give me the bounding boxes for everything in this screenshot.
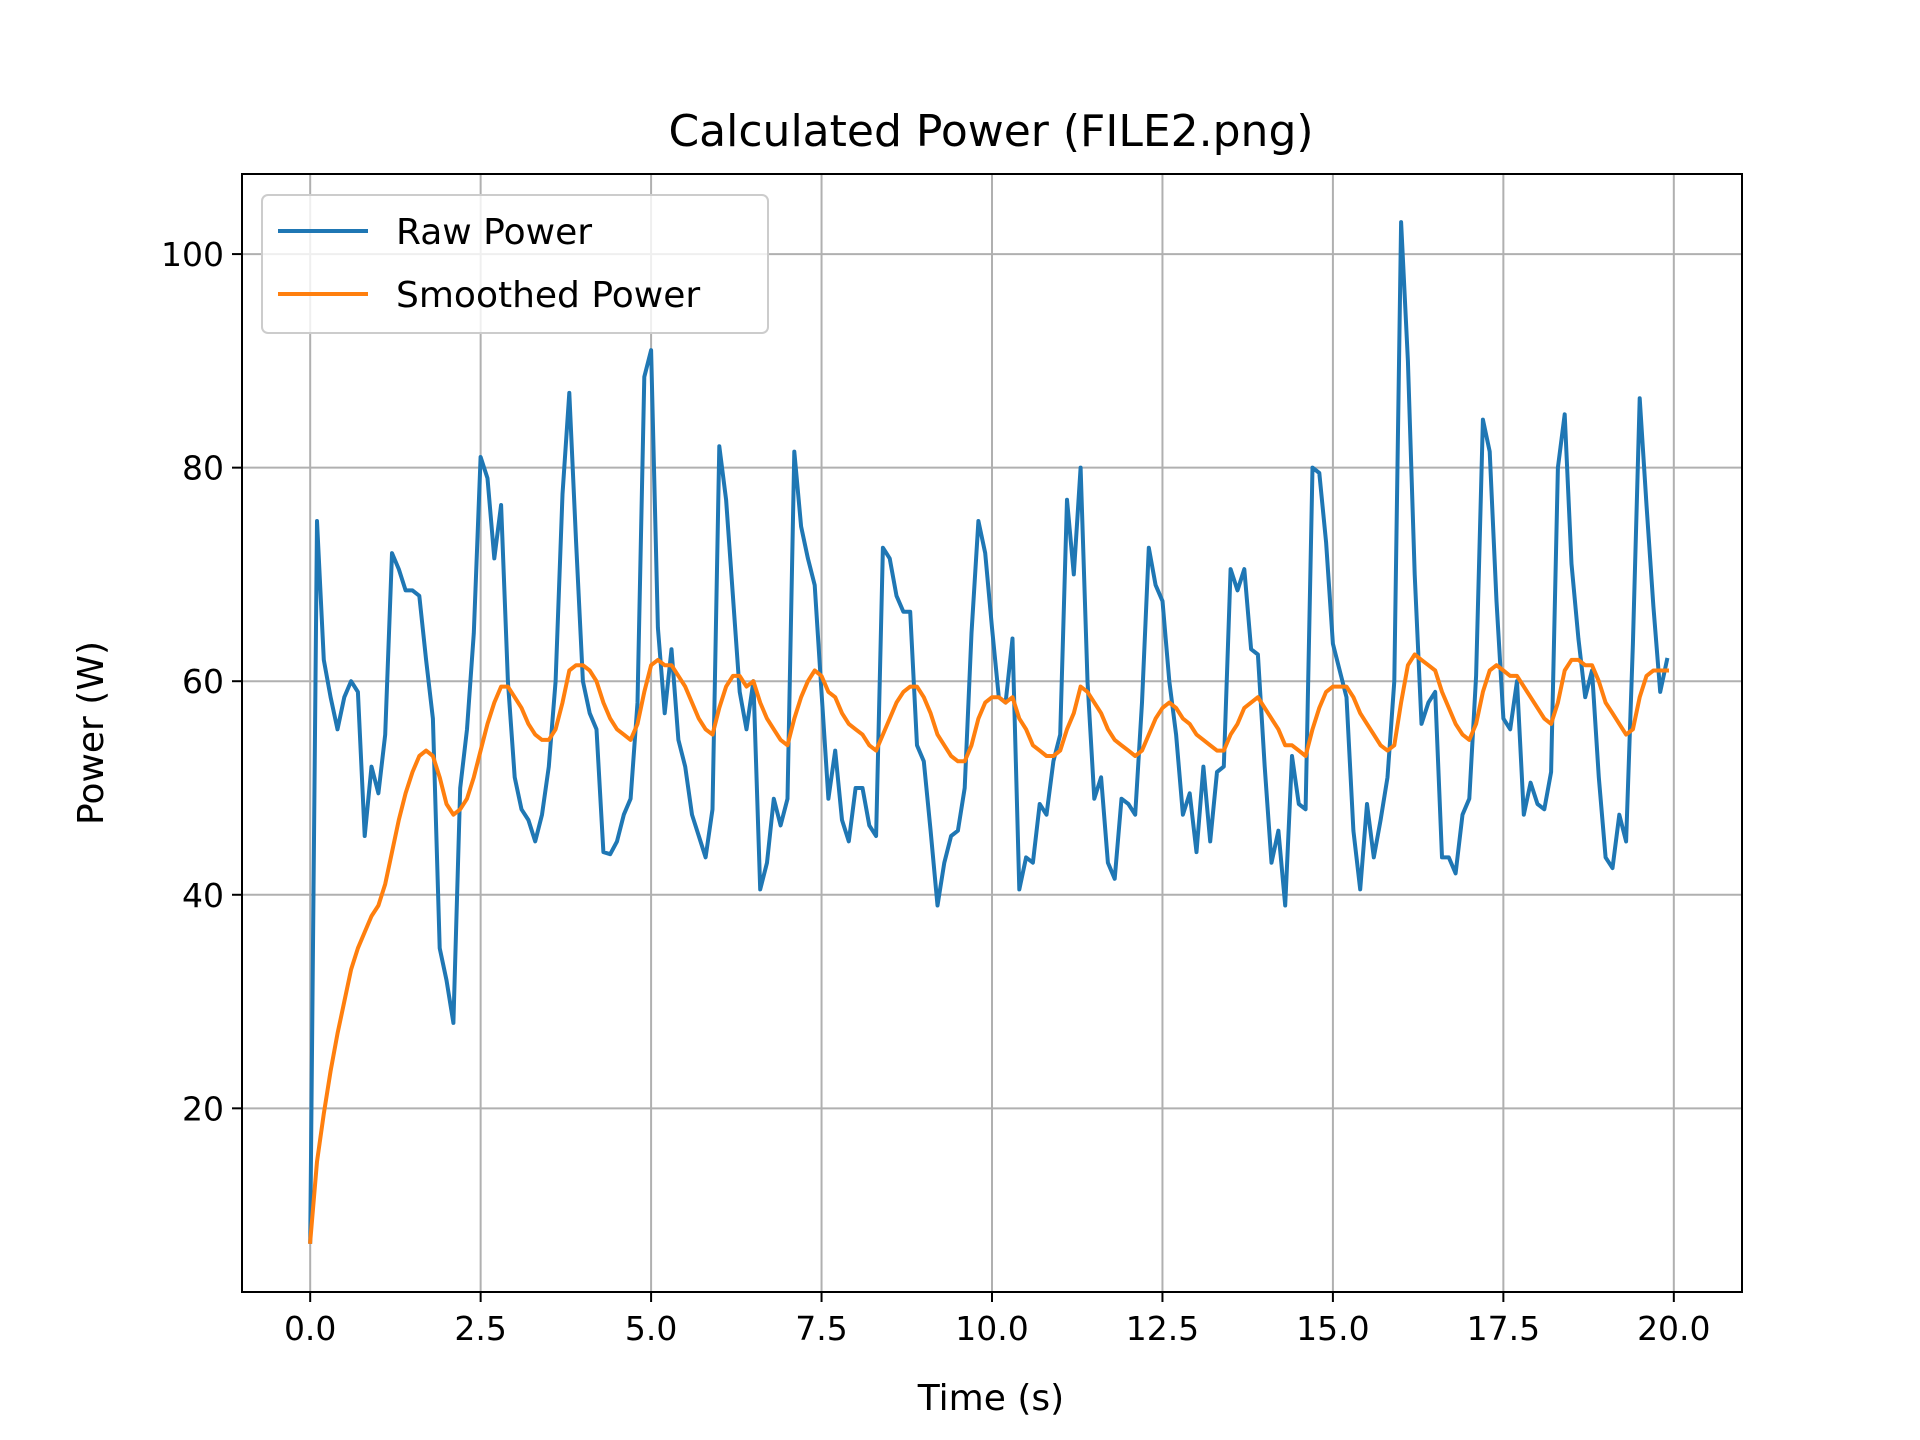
x-axis-ticks: 0.0 2.5 5.0 7.5 10.0 12.5 15.0 17.5 20.0 [284,1292,1711,1348]
x-tick-label: 20.0 [1637,1309,1710,1348]
y-tick-label: 80 [182,449,224,488]
x-axis-label: Time (s) [917,1378,1064,1419]
y-tick-label: 60 [182,662,224,701]
x-tick-label: 7.5 [795,1309,847,1348]
y-tick-label: 40 [182,876,224,915]
y-tick-label: 100 [161,235,224,274]
legend-box [261,194,769,334]
x-tick-label: 2.5 [454,1309,506,1348]
series-line-smoothed-power [308,652,1669,1244]
series-lines [308,220,1670,1244]
x-tick-label: 12.5 [1126,1309,1199,1348]
legend: Raw Power Smoothed Power [261,194,769,334]
y-axis-ticks: 20 40 60 80 100 [161,235,242,1128]
x-tick-label: 17.5 [1467,1309,1540,1348]
y-tick-label: 20 [182,1089,224,1128]
x-tick-label: 10.0 [955,1309,1028,1348]
x-tick-label: 5.0 [625,1309,677,1348]
x-tick-label: 15.0 [1296,1309,1369,1348]
y-axis-label: Power (W) [71,641,112,825]
legend-label-raw-power: Raw Power [396,212,592,253]
series-line-raw-power [308,220,1670,1244]
chart-title: Calculated Power (FILE2.png) [668,106,1313,157]
legend-label-smoothed-power: Smoothed Power [396,275,700,316]
x-tick-label: 0.0 [284,1309,336,1348]
